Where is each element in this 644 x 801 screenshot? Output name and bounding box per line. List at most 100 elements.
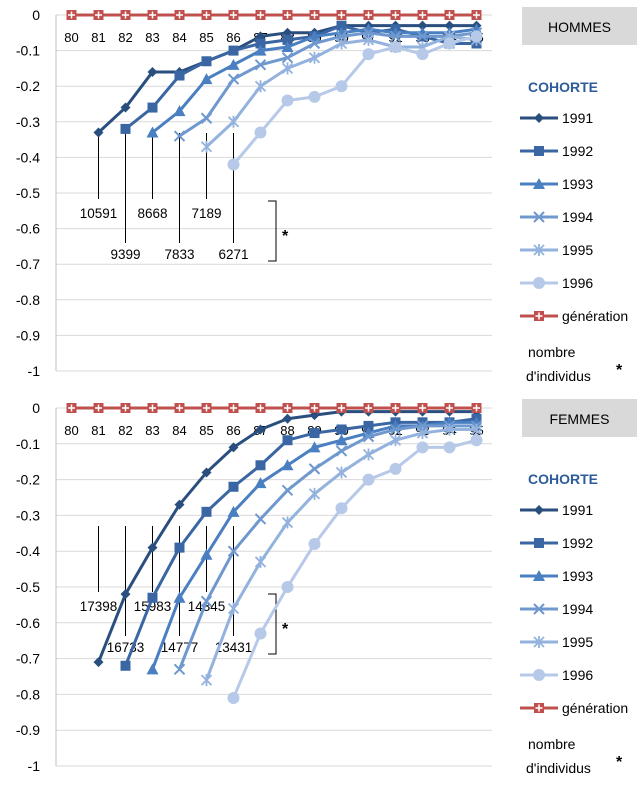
data-point bbox=[227, 691, 240, 704]
data-point bbox=[120, 102, 131, 113]
data-point bbox=[336, 403, 347, 413]
bracket-asterisk: * bbox=[282, 228, 289, 245]
data-point bbox=[255, 10, 266, 20]
data-point bbox=[281, 516, 294, 529]
data-point bbox=[228, 442, 239, 453]
data-point bbox=[362, 448, 375, 461]
data-point bbox=[227, 58, 240, 70]
series-1992 bbox=[120, 413, 482, 671]
count-label: 14345 bbox=[188, 599, 226, 614]
data-point bbox=[174, 403, 185, 413]
legend-marker bbox=[533, 603, 545, 615]
x-tick-label: 86 bbox=[226, 30, 240, 45]
data-point bbox=[281, 52, 294, 64]
count-label: 14777 bbox=[161, 640, 199, 655]
count-label: 8668 bbox=[137, 206, 167, 221]
data-point bbox=[309, 428, 320, 439]
data-point bbox=[470, 434, 483, 447]
data-point bbox=[389, 434, 402, 447]
data-point bbox=[363, 403, 374, 413]
data-point bbox=[146, 126, 159, 138]
data-point bbox=[281, 94, 294, 107]
legend-item: 1992 bbox=[520, 143, 593, 159]
data-point bbox=[282, 10, 293, 20]
data-point bbox=[254, 627, 267, 640]
data-point bbox=[254, 555, 267, 568]
y-tick-label: -1 bbox=[28, 758, 41, 774]
data-point bbox=[228, 403, 239, 413]
data-point bbox=[174, 10, 185, 20]
data-point bbox=[335, 80, 348, 93]
count-label: 16733 bbox=[107, 640, 145, 655]
count-bracket bbox=[268, 200, 277, 262]
data-point bbox=[201, 56, 212, 67]
legend-marker bbox=[534, 146, 544, 156]
y-tick-label: -0.2 bbox=[16, 78, 40, 94]
data-point bbox=[309, 10, 320, 20]
data-point bbox=[120, 10, 131, 20]
data-point bbox=[228, 45, 239, 56]
y-tick-label: -0.5 bbox=[16, 185, 40, 201]
data-point bbox=[308, 51, 321, 64]
legend-marker bbox=[534, 113, 544, 123]
data-point bbox=[444, 10, 455, 20]
panel-label-box bbox=[522, 399, 637, 437]
legend-marker bbox=[533, 211, 545, 223]
data-point bbox=[255, 403, 266, 413]
data-point bbox=[308, 538, 321, 551]
y-tick-label: 0 bbox=[32, 400, 40, 416]
legend-label: 1996 bbox=[562, 667, 593, 683]
data-point bbox=[389, 462, 402, 475]
data-point bbox=[281, 41, 294, 53]
series-line bbox=[232, 34, 477, 166]
data-point bbox=[444, 20, 455, 31]
legend-label: 1992 bbox=[562, 143, 593, 159]
legend-item: 1993 bbox=[520, 568, 593, 584]
legend-label: 1995 bbox=[562, 242, 593, 258]
legend-marker bbox=[533, 244, 545, 256]
x-tick-label: 82 bbox=[118, 423, 132, 438]
data-point bbox=[336, 20, 347, 31]
data-point bbox=[254, 80, 267, 93]
count-label: 13431 bbox=[215, 640, 253, 655]
count-label: 15983 bbox=[134, 599, 172, 614]
data-point bbox=[363, 10, 374, 20]
legend-marker bbox=[534, 311, 544, 321]
data-point bbox=[281, 484, 294, 497]
legend-label: 1993 bbox=[562, 176, 593, 192]
count-bracket bbox=[268, 593, 277, 655]
count-label: 9399 bbox=[110, 247, 140, 262]
data-point bbox=[389, 41, 402, 54]
legend-label: génération bbox=[562, 700, 628, 716]
y-tick-label: -0.5 bbox=[16, 579, 40, 595]
y-tick-label: -0.1 bbox=[16, 43, 40, 59]
data-point bbox=[281, 459, 294, 471]
data-point bbox=[93, 127, 104, 138]
series-1994 bbox=[173, 27, 483, 142]
data-point bbox=[200, 595, 213, 608]
data-point bbox=[335, 434, 348, 446]
count-label: 10591 bbox=[80, 206, 118, 221]
data-point bbox=[336, 10, 347, 20]
series-line bbox=[178, 424, 477, 670]
data-point bbox=[200, 548, 213, 560]
data-point bbox=[173, 591, 186, 603]
data-point bbox=[416, 30, 429, 43]
y-tick-label: -0.7 bbox=[16, 651, 40, 667]
legend-label: 1994 bbox=[562, 601, 593, 617]
data-point bbox=[200, 112, 213, 124]
data-point bbox=[308, 37, 321, 50]
legend-item: 1993 bbox=[520, 176, 593, 192]
legend-item: 1994 bbox=[520, 209, 593, 225]
x-tick-label: 83 bbox=[145, 30, 159, 45]
y-tick-label: -0.9 bbox=[16, 327, 40, 343]
data-point bbox=[228, 481, 239, 492]
data-point bbox=[120, 403, 131, 413]
x-tick-label: 84 bbox=[172, 423, 186, 438]
data-point bbox=[146, 663, 159, 675]
data-point bbox=[362, 48, 375, 61]
data-point bbox=[309, 403, 320, 413]
counts-legend-asterisk: * bbox=[616, 754, 623, 771]
y-tick-label: -0.9 bbox=[16, 722, 40, 738]
